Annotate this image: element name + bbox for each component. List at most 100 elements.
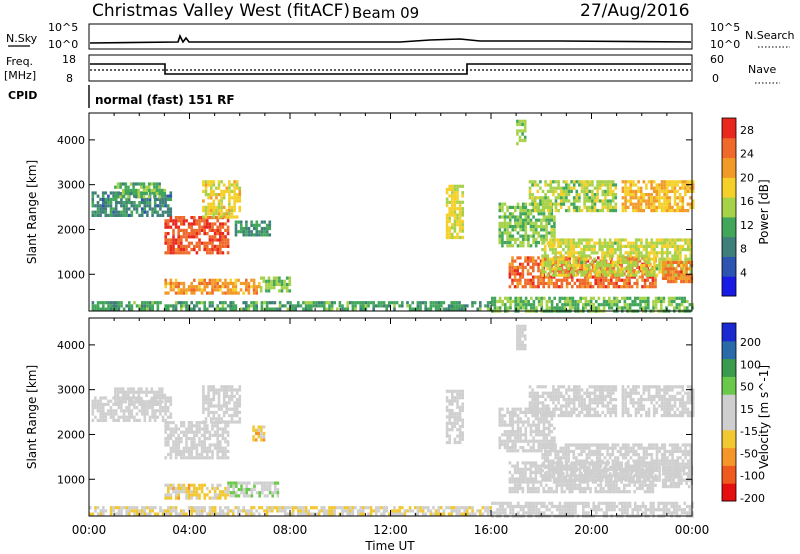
velocity-cell [114, 402, 118, 406]
power-cell [169, 248, 173, 252]
power-cell [588, 264, 591, 268]
velocity-cell [568, 490, 571, 494]
power-cell [627, 251, 630, 255]
power-cell [662, 299, 666, 304]
velocity-cell [558, 483, 561, 487]
power-cell [328, 307, 331, 311]
power-cell [532, 269, 535, 273]
power-cell [169, 194, 173, 198]
power-cell [411, 301, 414, 305]
power-cell [529, 265, 532, 270]
velocity-cell [265, 506, 269, 510]
velocity-cell [461, 408, 464, 413]
power-cell [440, 304, 443, 308]
power-cell [617, 275, 621, 279]
velocity-cell [182, 486, 186, 491]
power-cell [676, 238, 680, 242]
velocity-cell [174, 443, 178, 447]
power-colorbar-segment [722, 157, 736, 178]
power-cell [453, 229, 457, 233]
power-cell [297, 304, 300, 308]
power-cell [652, 209, 656, 213]
power-cell [255, 288, 258, 292]
power-cell [511, 262, 514, 266]
power-cell [574, 306, 577, 310]
power-cell [633, 269, 636, 273]
velocity-cell [215, 388, 218, 392]
power-cell [117, 301, 121, 305]
power-cell [591, 285, 595, 289]
power-cell [187, 251, 191, 255]
velocity-cell [281, 506, 284, 510]
power-cell [451, 232, 454, 236]
power-cell [524, 212, 528, 216]
power-cell [533, 196, 537, 200]
power-cell [461, 219, 464, 224]
power-cell [125, 204, 128, 208]
power-cell [580, 209, 584, 213]
velocity-cell [581, 490, 584, 494]
power-cell [513, 269, 517, 273]
power-cell [115, 307, 118, 311]
power-cell [671, 186, 674, 190]
power-cell [539, 202, 542, 206]
velocity-cell [230, 385, 234, 389]
power-cell [455, 301, 459, 305]
velocity-cell [578, 467, 582, 471]
velocity-cell [169, 399, 173, 403]
power-cell [393, 307, 396, 311]
power-cell [582, 267, 586, 271]
power-cell [528, 209, 532, 213]
velocity-cell [547, 423, 551, 427]
power-cell [291, 304, 295, 308]
velocity-cell [550, 417, 554, 421]
power-cell [302, 301, 305, 305]
velocity-cell [174, 453, 178, 457]
power-cell [346, 301, 349, 305]
power-cell [190, 225, 193, 229]
power-cell [104, 213, 108, 217]
power-cell [611, 189, 615, 193]
power-cell [624, 209, 627, 213]
velocity-cell [448, 437, 451, 441]
power-cell [513, 275, 517, 279]
velocity-cell [172, 509, 175, 513]
velocity-cell [547, 467, 551, 471]
velocity-cell [208, 443, 212, 447]
power-cell [532, 215, 535, 219]
velocity-cell [122, 412, 126, 416]
power-cell [148, 197, 152, 201]
power-cell [202, 199, 205, 203]
velocity-cell [180, 424, 183, 428]
velocity-cell [198, 453, 201, 457]
power-cell [498, 225, 502, 229]
power-cell [225, 215, 229, 219]
velocity-cell [128, 512, 131, 516]
power-cell [416, 301, 420, 305]
power-cell [177, 281, 180, 286]
power-cell [578, 265, 582, 270]
power-cell [671, 180, 674, 184]
velocity-cell [250, 494, 254, 498]
power-cell [283, 279, 286, 283]
velocity-cell [195, 421, 199, 425]
power-cell [570, 180, 573, 184]
velocity-cell [195, 493, 199, 497]
velocity-cell [213, 424, 217, 428]
power-cell [116, 195, 120, 199]
power-cell [569, 270, 573, 274]
velocity-cell [104, 418, 108, 422]
power-cell [522, 303, 525, 307]
power-cell [164, 219, 167, 223]
power-cell [590, 260, 594, 264]
velocity-cell [99, 509, 102, 513]
power-cell [549, 241, 552, 245]
power-cell [140, 213, 144, 217]
power-cell [554, 251, 557, 255]
velocity-cell [253, 481, 256, 485]
power-cell [536, 202, 540, 206]
velocity-cell [542, 439, 546, 443]
velocity-cell [182, 449, 186, 453]
power-cell [606, 209, 610, 213]
velocity-cell [166, 409, 170, 413]
